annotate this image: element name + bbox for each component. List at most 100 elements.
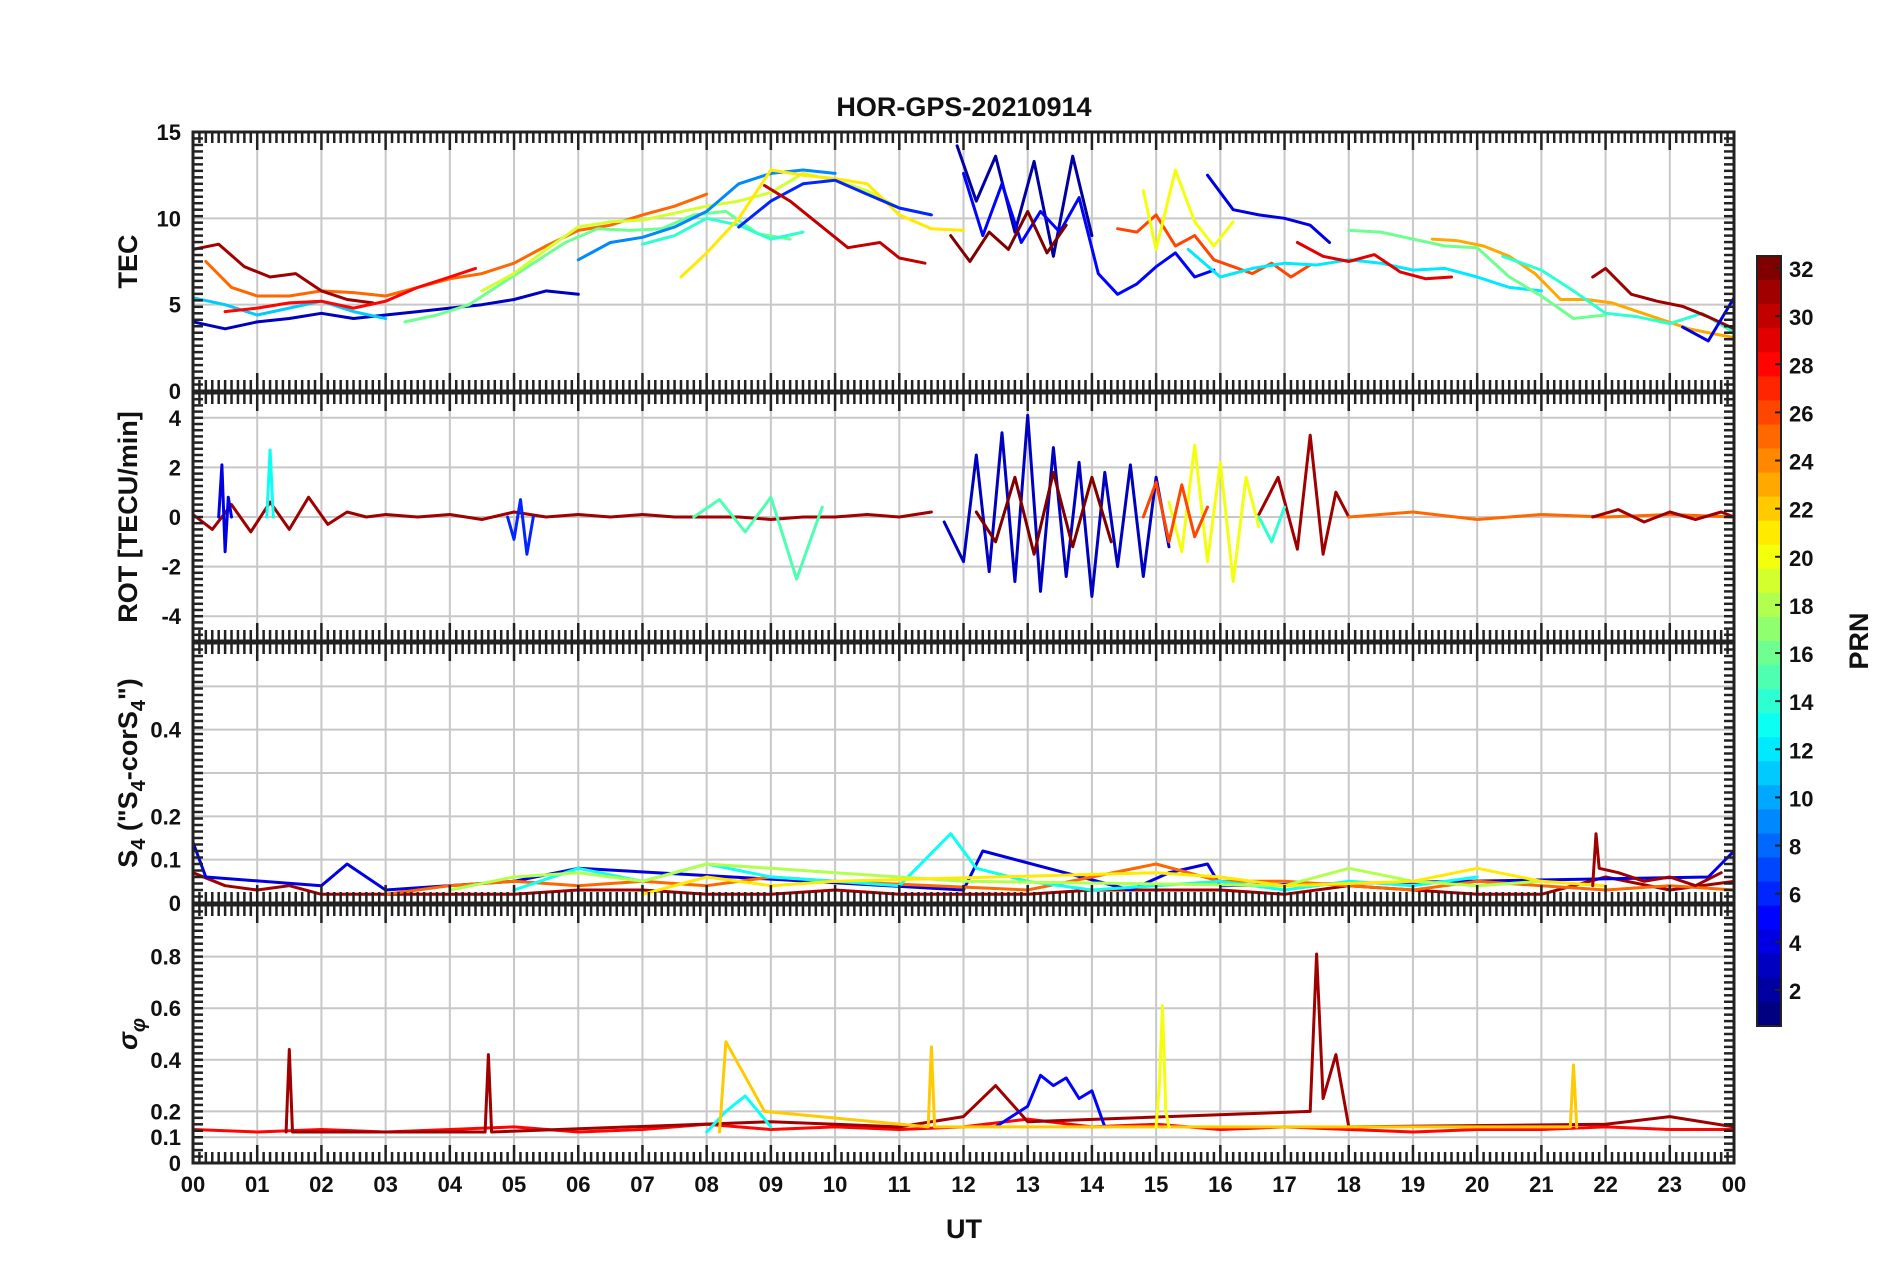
y-tick-label: 4 [169, 406, 182, 431]
x-tick-label: 07 [630, 1172, 654, 1197]
x-tick-label: 21 [1529, 1172, 1553, 1197]
y-tick-label: -2 [161, 555, 181, 580]
series-line-prn-5 [994, 1073, 1107, 1129]
series-line-prn-9 [576, 168, 837, 262]
colorbar-segment [1757, 328, 1781, 353]
colorbar-tick-label: 18 [1789, 594, 1813, 619]
panel-s4-frame [191, 641, 1736, 905]
y-tick-label: 0.4 [150, 718, 181, 743]
x-tick-label: 19 [1401, 1172, 1425, 1197]
series-line-prn-31 [1591, 508, 1734, 524]
x-tick-label: 22 [1593, 1172, 1617, 1197]
x-tick-label: 11 [888, 1172, 911, 1197]
series-line-prn-14 [1501, 254, 1734, 334]
x-tick-label: 15 [1144, 1172, 1168, 1197]
series-group [193, 144, 1734, 343]
colorbar-tick-label: 22 [1789, 498, 1813, 523]
series-line-prn-4 [217, 463, 233, 554]
colorbar-tick-label: 28 [1789, 353, 1813, 378]
y-tick-label: 2 [169, 455, 181, 480]
series-line-prn-4 [1206, 173, 1331, 244]
colorbar-segment [1757, 280, 1781, 305]
colorbar-tick-label: 14 [1789, 690, 1814, 715]
colorbar-tick-label: 6 [1789, 883, 1801, 908]
x-tick-label: 18 [1337, 1172, 1361, 1197]
panel-ticks [191, 641, 1736, 905]
colorbar-segment [1757, 376, 1781, 401]
series-line-prn-11 [193, 296, 388, 320]
x-tick-label: 03 [373, 1172, 397, 1197]
x-axis-label: UT [946, 1214, 982, 1244]
colorbar-tick-label: 16 [1789, 642, 1813, 667]
series-line-prn-5 [962, 171, 1216, 296]
x-tick-label: 20 [1465, 1172, 1489, 1197]
series-line-prn-3 [942, 413, 1171, 598]
x-tick-label: 13 [1015, 1172, 1039, 1197]
series-line-prn-31 [1591, 832, 1723, 888]
series-line-prn-14 [641, 216, 805, 246]
colorbar-segment [1757, 809, 1781, 834]
panel-tec: 0 5 10 15 TEC [113, 120, 1736, 404]
series-line-prn-29 [1295, 241, 1453, 281]
series-line-prn-3 [193, 289, 580, 331]
series-line-prn-18 [448, 862, 1543, 892]
y-tick-label: 0.8 [150, 945, 181, 970]
colorbar-segment [1757, 761, 1781, 786]
colorbar-tick-label: 8 [1789, 835, 1801, 860]
x-tick-label: 01 [245, 1172, 269, 1197]
colorbar-segment [1757, 857, 1781, 883]
colorbar-label: PRN [1844, 612, 1874, 669]
x-tick-label: 02 [309, 1172, 333, 1197]
series-line-prn-2 [955, 144, 1094, 258]
x-tick-label: 14 [1080, 1172, 1105, 1197]
series-line-prn-26 [1141, 480, 1209, 544]
series-line-prn-6 [737, 178, 933, 229]
x-tick-label: 08 [694, 1172, 718, 1197]
colorbar-tick-label: 4 [1789, 931, 1802, 956]
series-line-prn-31 [1591, 266, 1734, 331]
colorbar-tick-label: 32 [1789, 257, 1813, 282]
series-line-prn-16 [403, 209, 792, 324]
y-axis-label-sigma_phi: σφ [113, 1018, 150, 1050]
y-tick-label: 0.4 [150, 1048, 181, 1073]
series-line-prn-15 [692, 495, 824, 581]
x-tick-label: 16 [1208, 1172, 1232, 1197]
y-tick-label: -4 [161, 604, 181, 629]
chart-title: HOR-GPS-20210914 [836, 92, 1091, 122]
colorbar-tick-label: 12 [1789, 738, 1813, 763]
series-line-prn-25 [384, 862, 1734, 896]
y-tick-label: 10 [157, 206, 181, 231]
series-line-prn-31 [193, 495, 933, 534]
series-line-prn-21 [679, 168, 965, 279]
y-tick-label: 0 [169, 1151, 181, 1176]
series-line-prn-31 [1257, 433, 1351, 556]
y-tick-label: 0.6 [150, 996, 181, 1021]
panel-rot-frame [191, 391, 1736, 643]
series-line-prn-31 [284, 952, 1734, 1134]
series-line-prn-31 [193, 242, 375, 305]
panel-ticks [191, 130, 1736, 393]
x-tick-label: 10 [823, 1172, 847, 1197]
series-line-prn-25 [1347, 510, 1734, 521]
colorbar-tick-label: 10 [1789, 786, 1813, 811]
y-tick-label: 0.2 [150, 804, 181, 829]
series-line-prn-20 [1154, 1004, 1171, 1129]
y-axis-label-rot: ROT [TECU/min] [113, 411, 143, 622]
colorbar-frame [1756, 255, 1782, 1027]
x-tick-label: 12 [951, 1172, 975, 1197]
series-line-prn-14 [1257, 505, 1286, 544]
x-tick-label: 04 [438, 1172, 463, 1197]
colorbar-segment [1757, 953, 1781, 979]
x-tick-label: 09 [759, 1172, 783, 1197]
colorbar-segment [1757, 1001, 1781, 1027]
series-line-prn-20 [1141, 168, 1235, 251]
colorbar-segment [1757, 665, 1781, 690]
series-group [193, 413, 1734, 598]
panel-rot: -4 -2 0 2 4 ROT [TECU/min] [113, 391, 1736, 643]
series-line-prn-13 [705, 1094, 773, 1134]
colorbar-segment [1757, 713, 1781, 738]
panel-s4: 0 0.1 0.2 0.4S4 ("S4-corS4") [113, 641, 1736, 916]
panel-ticks [191, 903, 1736, 1165]
